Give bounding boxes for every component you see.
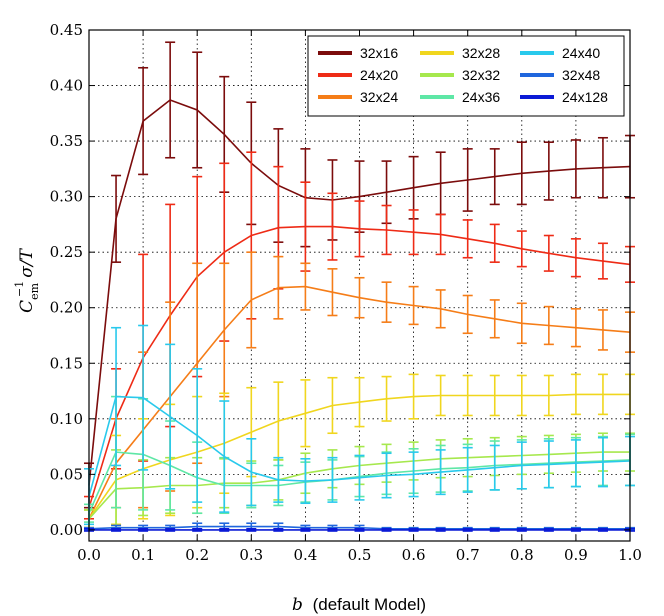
x-tick-label: 0.0 bbox=[77, 546, 101, 564]
y-tick-label: 0.45 bbox=[50, 21, 83, 39]
x-axis-label: b (default Model) bbox=[292, 595, 426, 615]
legend-label: 24x36 bbox=[462, 89, 500, 105]
y-tick-label: 0.15 bbox=[50, 354, 83, 372]
series-line bbox=[88, 395, 631, 497]
y-tick-label: 0.30 bbox=[50, 188, 83, 206]
series-24x128 bbox=[84, 527, 635, 532]
x-axis-variable: b bbox=[292, 595, 303, 615]
x-tick-label: 0.4 bbox=[293, 546, 317, 564]
x-tick-label: 0.5 bbox=[348, 546, 372, 564]
legend-entry: 32x28 bbox=[420, 45, 500, 61]
x-tick-label: 0.8 bbox=[510, 546, 534, 564]
x-tick-label: 0.7 bbox=[456, 546, 480, 564]
x-tick-label: 0.1 bbox=[131, 546, 155, 564]
legend-entry: 32x24 bbox=[318, 89, 398, 105]
series-line bbox=[88, 225, 631, 508]
series-line bbox=[88, 285, 631, 520]
x-axis-text: (default Model) bbox=[313, 595, 426, 614]
series-24x40 bbox=[84, 324, 635, 526]
x-tick-label: 0.2 bbox=[185, 546, 209, 564]
y-tick-label: 0.00 bbox=[50, 521, 83, 539]
legend-label: 24x40 bbox=[562, 45, 600, 61]
legend-label: 32x16 bbox=[360, 45, 398, 61]
y-tick-label: 0.05 bbox=[50, 465, 83, 483]
legend-label: 24x20 bbox=[360, 67, 398, 83]
legend-label: 32x48 bbox=[562, 67, 600, 83]
y-axis-c: C bbox=[17, 300, 37, 313]
legend-label: 32x28 bbox=[462, 45, 500, 61]
y-axis-rest: σ/T bbox=[17, 247, 37, 277]
legend-entry: 32x16 bbox=[318, 45, 398, 61]
series-line bbox=[88, 525, 630, 530]
x-tick-label: 0.9 bbox=[564, 546, 588, 564]
y-axis-subscript: em bbox=[28, 282, 41, 300]
legend-label: 32x32 bbox=[462, 67, 500, 83]
legend-label: 24x128 bbox=[562, 89, 608, 105]
y-tick-label: 0.10 bbox=[50, 410, 83, 428]
legend-entry: 24x40 bbox=[520, 45, 600, 61]
y-axis-label: Cem−1 σ/T bbox=[13, 247, 41, 313]
legend-label: 32x24 bbox=[360, 89, 398, 105]
y-tick-label: 0.40 bbox=[50, 77, 83, 95]
legend-entry: 24x36 bbox=[420, 89, 500, 105]
axis-ticks: 0.0 0.1 0.2 0.3 0.4 0.5 0.6 0.7 0.8 0.9 1.0 0.00 0.0… bbox=[50, 21, 642, 564]
legend: 32x16 24x20 32x24 32x28 32x32 24x36 24x40 32x48… bbox=[307, 35, 625, 117]
x-tick-label: 0.3 bbox=[239, 546, 263, 564]
series-line bbox=[88, 99, 631, 486]
series-line bbox=[88, 393, 630, 520]
y-tick-label: 0.25 bbox=[50, 243, 83, 261]
y-tick-label: 0.35 bbox=[50, 132, 83, 150]
x-tick-label: 1.0 bbox=[618, 546, 642, 564]
y-axis-superscript: −1 bbox=[13, 281, 26, 297]
legend-entry: 32x48 bbox=[520, 67, 600, 83]
legend-entry: 24x20 bbox=[318, 67, 398, 83]
legend-entry: 32x32 bbox=[420, 67, 500, 83]
legend-entry: 24x128 bbox=[520, 89, 608, 105]
legend-box bbox=[307, 35, 625, 117]
x-tick-label: 0.6 bbox=[402, 546, 426, 564]
y-tick-label: 0.20 bbox=[50, 299, 83, 317]
